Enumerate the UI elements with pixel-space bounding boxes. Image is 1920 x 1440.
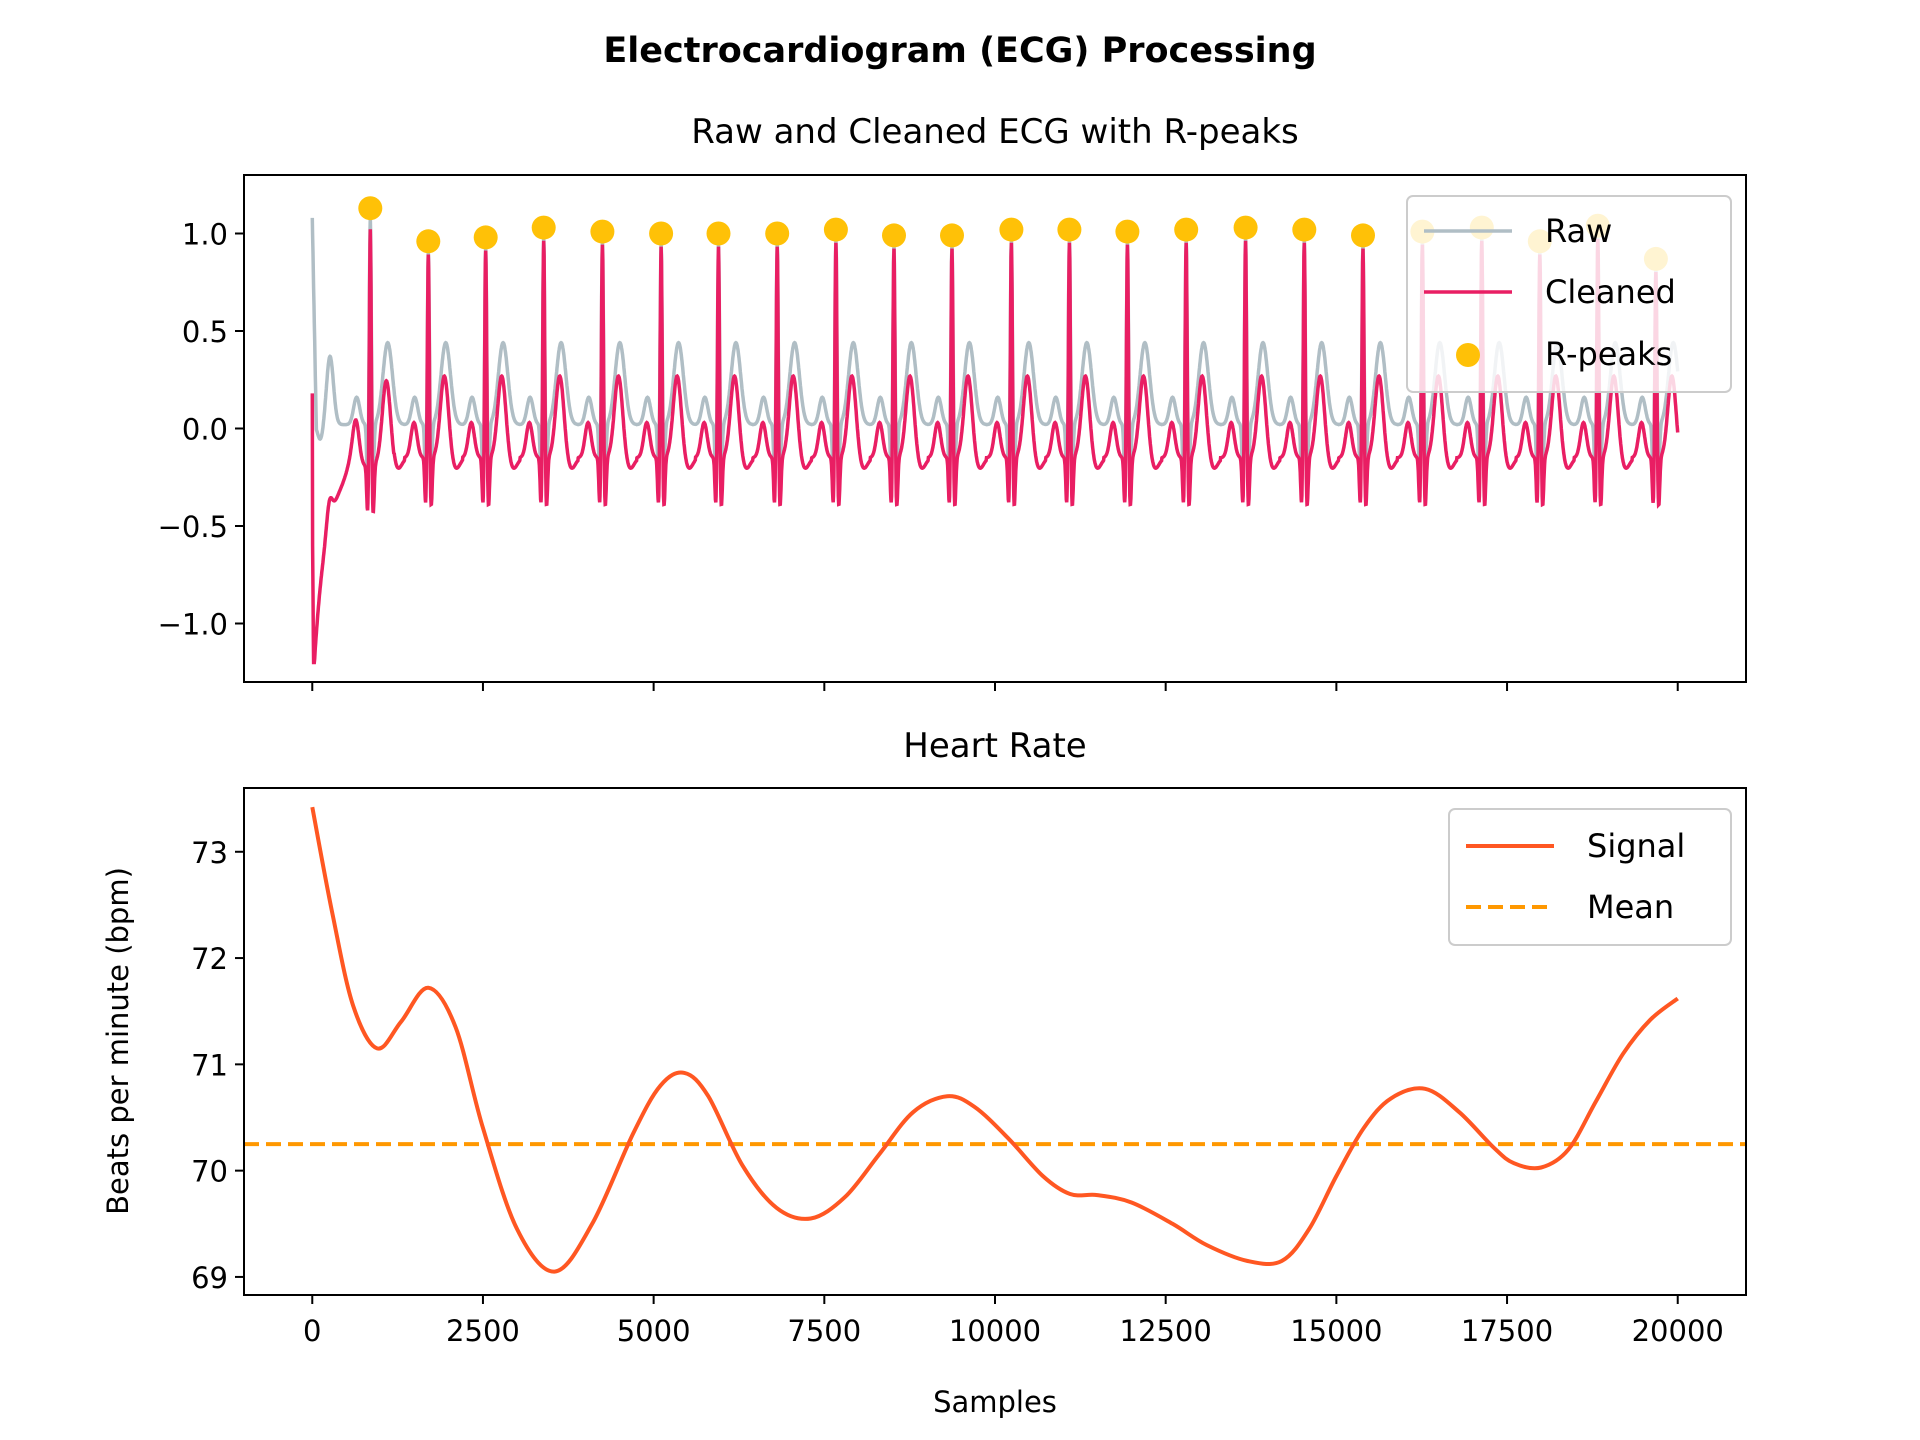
r-peak-marker bbox=[882, 223, 906, 248]
ecg-panel-title: Raw and Cleaned ECG with R-peaks bbox=[691, 112, 1298, 152]
heart-rate-xtick-label: 17500 bbox=[1461, 1314, 1553, 1348]
heart-rate-xtick-label: 0 bbox=[303, 1314, 321, 1348]
legend-signal-label: Signal bbox=[1587, 827, 1685, 865]
r-peak-marker bbox=[1057, 217, 1082, 242]
ecg-ytick-label: 0.0 bbox=[182, 413, 228, 447]
r-peak-marker bbox=[999, 217, 1024, 242]
ecg-axes-frame bbox=[243, 174, 1747, 683]
r-peak-marker bbox=[590, 219, 615, 244]
heart-rate-ytick-label: 71 bbox=[191, 1048, 228, 1082]
r-peak-marker bbox=[531, 215, 556, 240]
r-peak-marker bbox=[1115, 219, 1140, 244]
heart-rate-xtick-label: 10000 bbox=[949, 1314, 1041, 1348]
r-peak-marker bbox=[1174, 217, 1199, 242]
figure-suptitle: Electrocardiogram (ECG) Processing bbox=[603, 31, 1316, 71]
r-peak-marker bbox=[473, 225, 498, 250]
heart-rate-plot-area bbox=[244, 806, 1746, 1274]
r-peak-marker bbox=[416, 229, 441, 254]
r-peak-marker bbox=[1292, 217, 1317, 242]
heart-rate-panel-title: Heart Rate bbox=[903, 726, 1086, 766]
heart-rate-ytick-label: 70 bbox=[191, 1155, 228, 1189]
r-peak-marker bbox=[706, 221, 731, 246]
heart-rate-ytick-label: 73 bbox=[191, 836, 228, 870]
legend-cleaned-label: Cleaned bbox=[1545, 273, 1676, 311]
ecg-legend-box bbox=[1406, 195, 1732, 393]
heart-rate-xtick-label: 15000 bbox=[1290, 1314, 1382, 1348]
cleaned-ecg-line bbox=[310, 229, 1680, 665]
ecg-ytick-label: −0.5 bbox=[158, 510, 228, 544]
heart-rate-xlabel: Samples bbox=[933, 1385, 1057, 1419]
r-peak-marker bbox=[1233, 215, 1258, 240]
legend-mean-label: Mean bbox=[1587, 888, 1674, 926]
heart-rate-signal-line bbox=[310, 806, 1679, 1274]
r-peak-marker bbox=[1351, 223, 1375, 248]
raw-ecg-line bbox=[310, 217, 1680, 480]
heart-rate-xtick-label: 7500 bbox=[787, 1314, 861, 1348]
ecg-axis-ticks: −1.0 −0.5 0.0 0.5 1.0 bbox=[158, 218, 1679, 691]
heart-rate-xtick-label: 5000 bbox=[617, 1314, 691, 1348]
ecg-ytick-label: −1.0 bbox=[158, 608, 228, 642]
heart-rate-xtick-label: 20000 bbox=[1632, 1314, 1724, 1348]
r-peak-marker bbox=[940, 223, 964, 248]
heart-rate-axes-frame bbox=[243, 787, 1747, 1296]
heart-rate-ytick-label: 72 bbox=[191, 942, 228, 976]
r-peak-marker bbox=[823, 217, 848, 242]
r-peak-marker bbox=[358, 196, 383, 221]
ecg-panel: Raw and Cleaned ECG with R-peaks −1.0 −0.… bbox=[158, 112, 1747, 691]
legend-rpeaks-swatch bbox=[1456, 343, 1480, 367]
heart-rate-ylabel: Beats per minute (bpm) bbox=[101, 867, 135, 1215]
heart-rate-ytick-label: 69 bbox=[191, 1261, 228, 1295]
heart-rate-legend-box bbox=[1448, 808, 1732, 946]
heart-rate-xtick-label: 2500 bbox=[446, 1314, 520, 1348]
ecg-legend: Raw Cleaned R-peaks bbox=[1406, 195, 1732, 393]
ecg-ytick-label: 0.5 bbox=[182, 315, 228, 349]
legend-raw-label: Raw bbox=[1545, 212, 1612, 250]
legend-rpeaks-label: R-peaks bbox=[1545, 335, 1672, 373]
heart-rate-legend: Signal Mean bbox=[1448, 808, 1732, 946]
ecg-ytick-label: 1.0 bbox=[182, 218, 228, 252]
r-peak-marker bbox=[765, 221, 790, 246]
heart-rate-xtick-label: 12500 bbox=[1120, 1314, 1212, 1348]
heart-rate-axis-ticks: 69 70 71 72 73 0 2500 5000 7500 10000 12500 15000 17… bbox=[191, 836, 1724, 1348]
r-peak-marker bbox=[649, 221, 674, 246]
heart-rate-panel: Heart Rate 69 70 71 72 73 0 2500 5000 7500 10000 1… bbox=[101, 726, 1747, 1419]
